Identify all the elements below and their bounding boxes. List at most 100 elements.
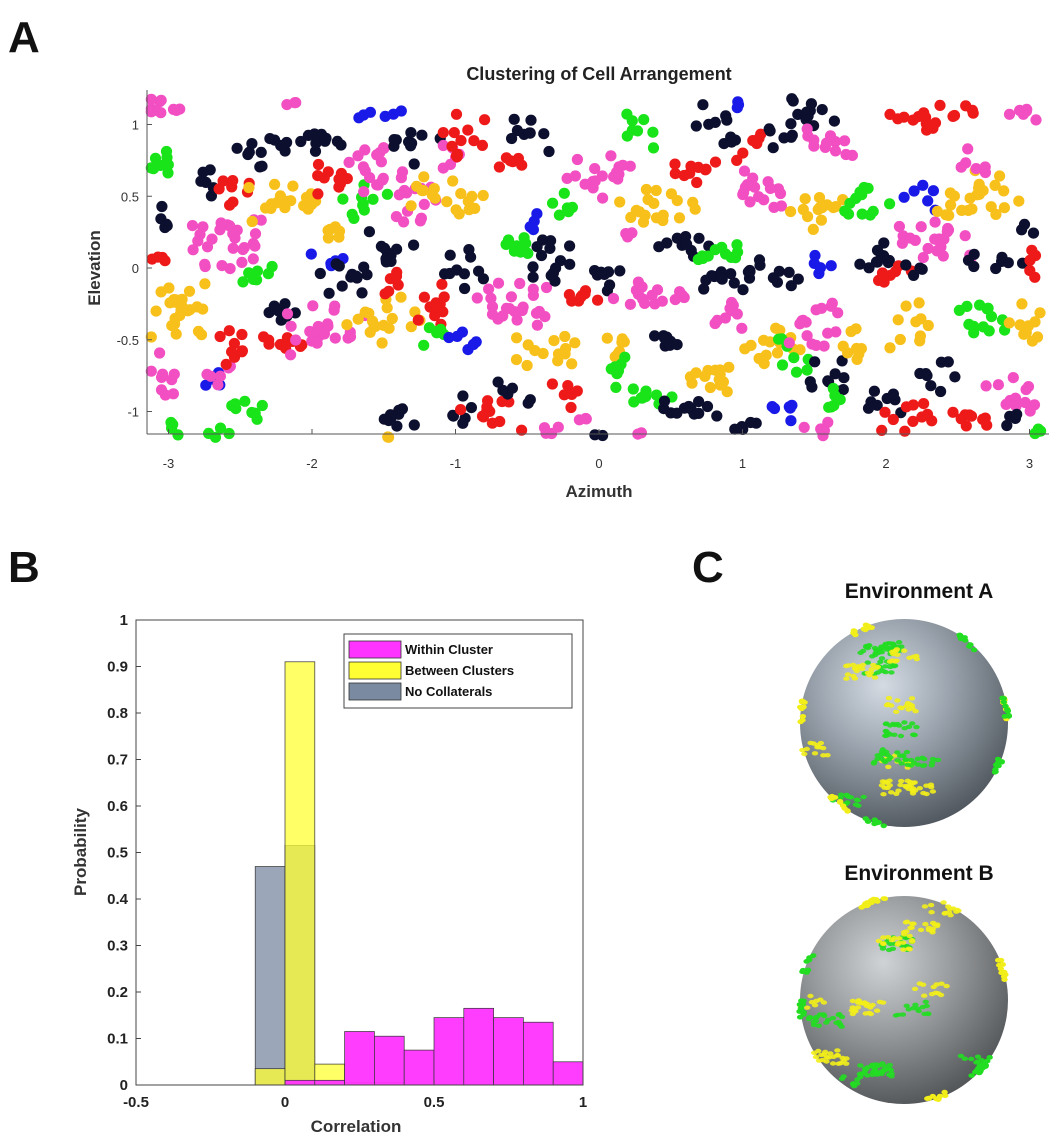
histogram-y-tick-label: 0.1	[107, 1031, 128, 1048]
scatter-point	[925, 380, 937, 392]
scatter-point	[479, 114, 491, 126]
scatter-point	[673, 212, 686, 224]
scatter-point	[656, 295, 668, 307]
scatter-point	[892, 113, 904, 125]
scatter-point	[685, 160, 697, 172]
sphere-cell	[894, 698, 901, 703]
scatter-point	[579, 178, 591, 190]
scatter-point	[657, 214, 669, 227]
scatter-point	[607, 293, 620, 305]
scatter-point	[627, 383, 639, 395]
scatter-point	[192, 325, 205, 337]
scatter-point	[802, 211, 814, 223]
sphere-cell	[884, 752, 891, 758]
scatter-point	[754, 259, 766, 271]
scatter-point	[887, 413, 899, 426]
sphere-cell	[898, 778, 905, 784]
sphere-cell	[851, 666, 859, 671]
sphere-cell	[879, 779, 887, 784]
sphere-cell	[898, 705, 905, 711]
scatter-point	[227, 228, 239, 240]
sphere-cell	[885, 947, 893, 953]
scatter-point	[768, 402, 781, 415]
scatter-point	[1029, 316, 1041, 328]
scatter-point	[650, 184, 662, 197]
scatter-point	[540, 427, 552, 439]
scatter-point	[868, 385, 881, 397]
scatter-point	[826, 297, 838, 309]
scatter-point	[829, 368, 841, 380]
scatter-point	[589, 163, 601, 175]
sphere-cell	[968, 1056, 975, 1062]
sphere-cell	[875, 938, 882, 944]
scatter-point	[778, 132, 790, 144]
scatter-point	[744, 196, 756, 208]
sphere-cell	[903, 703, 910, 709]
scatter-point	[576, 289, 588, 301]
scatter-point	[441, 196, 453, 208]
scatter-point	[690, 120, 702, 132]
scatter-point	[438, 291, 450, 303]
sphere-cell	[895, 1012, 902, 1017]
scatter-point	[418, 171, 430, 183]
scatter-point	[774, 187, 787, 200]
scatter-point	[192, 235, 204, 247]
scatter-point	[242, 148, 254, 161]
scatter-point	[453, 208, 465, 220]
scatter-point	[926, 415, 938, 427]
scatter-point	[961, 300, 973, 312]
sphere-cell	[798, 699, 806, 705]
scatter-point	[651, 284, 664, 296]
scatter-point	[770, 322, 782, 334]
scatter-point	[948, 109, 961, 122]
sphere-cell	[801, 751, 808, 757]
scatter-point	[437, 306, 449, 318]
scatter-point	[851, 342, 863, 355]
scatter-point	[357, 199, 369, 211]
sphere-cell	[908, 925, 915, 930]
scatter-point	[828, 399, 840, 412]
scatter-point	[228, 351, 241, 363]
scatter-point	[1035, 425, 1047, 437]
scatter-point	[156, 200, 168, 213]
scatter-point	[504, 155, 516, 167]
scatter-point	[658, 395, 671, 407]
scatter-point	[447, 409, 459, 421]
sphere-cell	[910, 921, 917, 926]
sphere-cell	[905, 946, 912, 951]
scatter-point	[963, 318, 975, 330]
scatter-point	[693, 407, 705, 419]
sphere-cell	[882, 664, 889, 669]
sphere-cell	[878, 656, 886, 661]
scatter-point	[820, 137, 833, 149]
scatter-point	[776, 359, 789, 371]
sphere-cell	[1001, 977, 1008, 982]
scatter-point	[721, 114, 733, 126]
sphere-cell	[895, 788, 902, 793]
scatter-point	[166, 374, 178, 386]
scatter-point	[818, 340, 830, 352]
scatter-point	[540, 281, 553, 294]
scatter-point	[416, 129, 428, 141]
scatter-point	[689, 203, 701, 215]
scatter-point	[764, 125, 776, 137]
sphere-cell	[941, 1089, 948, 1095]
sphere-cell	[930, 984, 937, 990]
scatter-point	[183, 285, 196, 297]
sphere-cell	[797, 1006, 805, 1011]
sphere-cell	[921, 756, 928, 762]
scatter-point	[744, 265, 756, 278]
scatter-point	[745, 416, 757, 429]
scatter-point	[458, 268, 470, 280]
sphere-cell	[843, 663, 850, 669]
sphere-cell	[905, 707, 912, 712]
scatter-point	[522, 247, 534, 259]
scatter-point	[887, 388, 900, 400]
sphere-cell	[941, 911, 948, 916]
scatter-point	[302, 129, 314, 141]
scatter-point	[333, 231, 345, 243]
scatter-point	[565, 401, 577, 414]
sphere-cell	[881, 896, 889, 902]
scatter-point	[344, 331, 357, 343]
